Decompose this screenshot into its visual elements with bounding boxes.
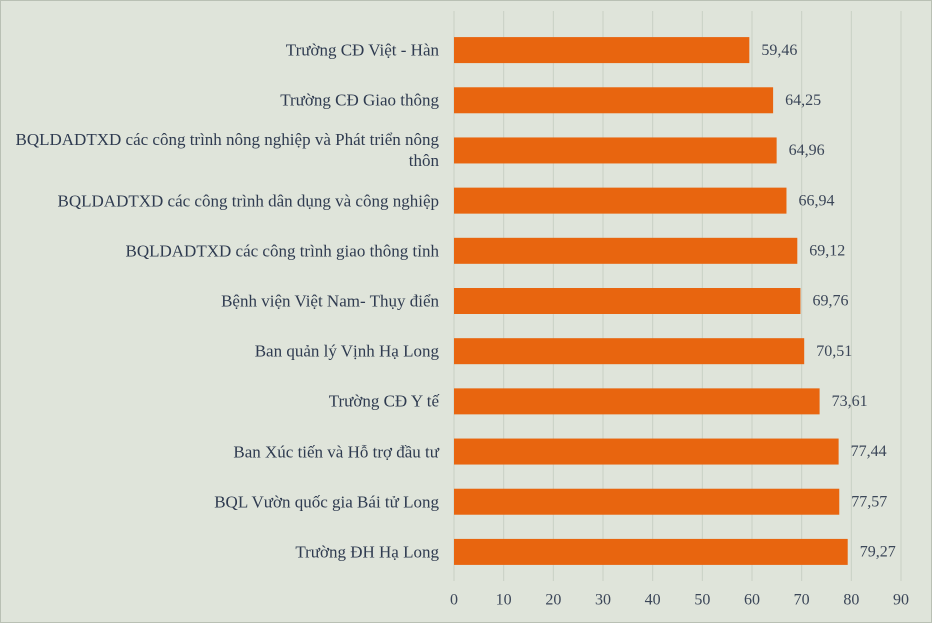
bar <box>454 288 801 314</box>
x-tick-label: 50 <box>694 592 710 609</box>
bar <box>454 87 774 114</box>
bar <box>454 237 798 264</box>
bar <box>454 488 840 515</box>
x-tick-label: 40 <box>645 592 661 609</box>
y-tick-label: Ban quản lý Vịnh Hạ Long <box>254 341 439 361</box>
x-tick-label: 60 <box>744 592 760 609</box>
y-tick-label: BQLDADTXD các công trình dân dụng và côn… <box>57 191 439 211</box>
bar <box>454 438 839 465</box>
y-tick-label: BQLDADTXD các công trình nông nghiệp và … <box>15 130 440 171</box>
y-tick-label: BQLDADTXD các công trình giao thông tỉnh <box>125 241 440 261</box>
y-tick-label: Trường CĐ Y tế <box>328 391 439 411</box>
x-tick-label: 0 <box>450 592 458 609</box>
value-label: 59,46 <box>761 42 797 59</box>
x-tick-label: 30 <box>595 592 611 609</box>
y-tick-label: BQL Vườn quốc gia Bái tử Long <box>214 492 439 512</box>
value-label: 66,94 <box>798 192 834 209</box>
value-label: 77,44 <box>851 443 887 460</box>
y-tick-label: Bệnh viện Việt Nam- Thụy điển <box>221 291 439 311</box>
y-tick-label: Trường CĐ Việt - Hàn <box>285 40 439 60</box>
value-label: 64,96 <box>789 142 825 159</box>
x-tick-label: 80 <box>843 592 859 609</box>
bar <box>454 137 777 164</box>
x-tick-label: 70 <box>794 592 810 609</box>
bar <box>454 338 805 365</box>
value-label: 69,76 <box>812 293 848 310</box>
y-tick-label: Ban Xúc tiến và Hỗ trợ đầu tư <box>233 442 439 462</box>
bar <box>454 187 787 214</box>
value-label: 73,61 <box>832 393 868 410</box>
value-label: 70,51 <box>816 343 852 360</box>
y-tick-label: Trường CĐ Giao thông <box>280 90 439 110</box>
bar <box>454 538 848 565</box>
x-tick-label: 20 <box>545 592 561 609</box>
bar <box>454 388 820 415</box>
x-tick-label: 10 <box>496 592 512 609</box>
bar <box>454 37 750 64</box>
value-label: 79,27 <box>860 544 896 561</box>
value-label: 64,25 <box>785 92 821 109</box>
value-label: 69,12 <box>809 242 845 259</box>
x-tick-label: 90 <box>893 592 909 609</box>
value-label: 77,57 <box>851 493 887 510</box>
y-tick-label: Trường ĐH Hạ Long <box>295 542 439 562</box>
